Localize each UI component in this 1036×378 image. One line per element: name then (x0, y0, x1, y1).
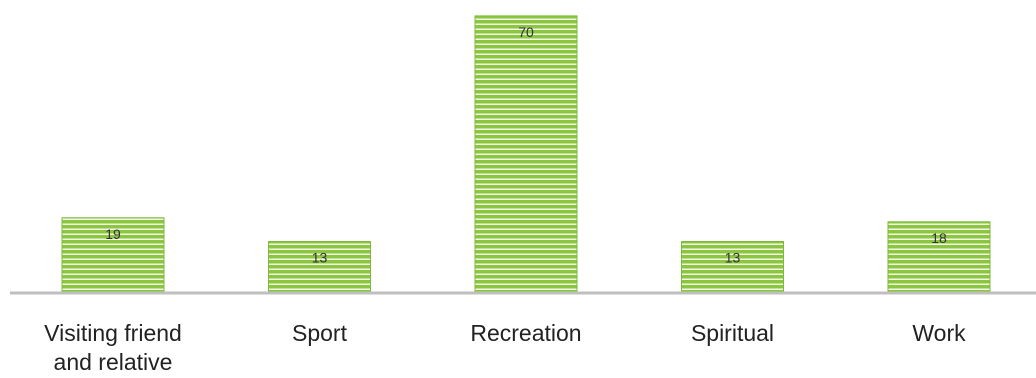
bar (61, 217, 165, 294)
labels-group: Visiting friend and relative Sport Recreati… (44, 320, 966, 375)
data-label: 13 (725, 250, 741, 266)
x-tick-label: Recreation (470, 320, 581, 346)
bar (474, 15, 578, 294)
bar (681, 241, 784, 294)
x-tick-label: Spiritual (691, 320, 774, 346)
x-tick-label: Visiting friend (44, 320, 182, 346)
x-tick-label: Work (912, 320, 966, 346)
data-label: 13 (312, 250, 328, 266)
bars-group: 19 13 70 13 18 (61, 15, 991, 294)
x-tick-label: Sport (292, 320, 348, 346)
data-label: 70 (518, 24, 534, 40)
bar (268, 241, 371, 294)
data-label: 19 (105, 226, 121, 242)
bar (887, 221, 991, 294)
x-tick-label: and relative (54, 349, 173, 375)
data-label: 18 (931, 230, 947, 246)
